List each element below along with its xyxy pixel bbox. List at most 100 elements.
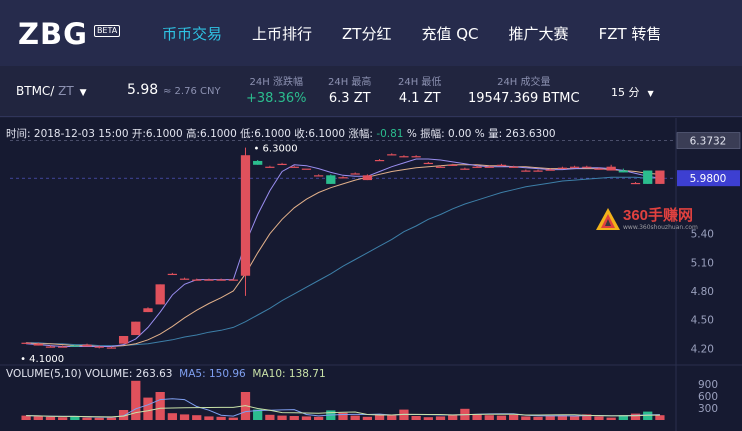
ohlc-low-label: 低: xyxy=(240,128,255,140)
nav-listing-ranking[interactable]: 上币排行 xyxy=(252,24,313,43)
watermark: 360手赚网 www.360shouzhuan.com xyxy=(595,202,715,242)
nav-fzt-resale[interactable]: FZT 转售 xyxy=(598,24,662,43)
stat-volume-value: 19547.369 BTMC xyxy=(468,91,580,106)
stat-high-value: 6.3 ZT xyxy=(328,91,371,106)
candle-body xyxy=(435,166,446,168)
volume-bar xyxy=(643,411,653,420)
volume-bar xyxy=(82,417,92,420)
watermark-url: www.360shouzhuan.com xyxy=(623,224,698,231)
candle-body xyxy=(496,164,507,166)
candle-body xyxy=(192,279,202,281)
candle-body xyxy=(228,279,238,281)
pair-base: BTMC/ xyxy=(16,84,55,98)
ohlc-amp: 0.00 % xyxy=(448,128,485,140)
stat-high: 24H 最高 6.3 ZT xyxy=(328,73,371,106)
candle-body xyxy=(606,166,616,171)
candle-body xyxy=(45,346,56,348)
y-tick-label: 4.20 xyxy=(691,343,714,355)
nav-zt-dividend[interactable]: ZT分红 xyxy=(342,24,392,43)
volume-bar xyxy=(630,413,641,420)
candle-body xyxy=(484,166,494,168)
candle-body xyxy=(557,167,568,169)
volume-bar xyxy=(106,417,117,420)
ohlc-change-label: 涨幅: xyxy=(348,128,373,140)
volume-bar xyxy=(582,414,592,420)
ma-fast-line xyxy=(26,158,660,347)
nav-promotion-contest[interactable]: 推广大赛 xyxy=(508,24,569,43)
stat-change: 24H 涨跌幅 +38.36% xyxy=(246,73,306,106)
candle-body xyxy=(106,347,117,349)
nav-deposit-qc[interactable]: 充值 QC xyxy=(421,24,479,43)
volume-bar xyxy=(265,414,275,420)
volume-bar xyxy=(94,417,104,420)
ohlc-change-unit: % xyxy=(406,128,417,140)
candle-body xyxy=(387,154,397,156)
volume-bar xyxy=(167,413,177,420)
candle-body xyxy=(582,166,592,168)
kline-svg[interactable]: • 6.3000 • 4.1000 5.40 5.10 4.80 4.50 4.20 6.37… xyxy=(0,118,742,431)
volume-bar xyxy=(338,412,348,420)
stat-change-value: +38.36% xyxy=(246,91,307,106)
beta-badge: BETA xyxy=(93,25,121,37)
volume-bar xyxy=(277,415,287,420)
watermark-logo-icon xyxy=(596,208,620,230)
candle-body xyxy=(399,156,409,158)
candle-body xyxy=(594,168,604,170)
ohlc-open: 6.1000 xyxy=(145,128,183,140)
ohlc-low: 6.1000 xyxy=(254,128,291,140)
candle-body xyxy=(448,164,458,166)
volume-bar xyxy=(423,417,433,420)
volume-bar xyxy=(509,414,519,420)
volume-bar xyxy=(533,416,543,420)
stat-volume: 24H 成交量 19547.369 BTMC xyxy=(468,73,580,106)
volume-bar xyxy=(228,417,238,420)
volume-bar xyxy=(435,416,446,420)
volume-bar xyxy=(70,416,80,420)
candle-body xyxy=(338,177,348,179)
min-annotation: • 4.1000 xyxy=(20,354,64,365)
volume-bar xyxy=(45,416,56,420)
volume-bar xyxy=(521,416,531,420)
volume-bar xyxy=(496,415,507,420)
stat-low-label: 24H 最低 xyxy=(398,77,442,88)
max-annotation: • 6.3000 xyxy=(253,144,297,155)
high-price-tag-label: 6.3732 xyxy=(690,136,727,148)
interval-selector[interactable]: 15 分 ▼ xyxy=(611,84,654,100)
volume-ma10: MA10: 138.71 xyxy=(252,368,326,380)
current-price-tag xyxy=(677,170,740,187)
candle-body xyxy=(118,336,129,344)
zbg-logo[interactable]: ZBG BETA xyxy=(18,17,121,51)
kline-chart[interactable]: • 6.3000 • 4.1000 5.40 5.10 4.80 4.50 4.20 6.37… xyxy=(0,118,742,431)
nav-links: 币币交易 上币排行 ZT分红 充值 QC 推广大赛 FZT 转售 xyxy=(162,0,691,66)
nav-spot-trading[interactable]: 币币交易 xyxy=(162,24,223,43)
ohlc-readout: 时间: 2018-12-03 15:00 开:6.1000 高:6.1000 低… xyxy=(6,126,556,141)
candle-body xyxy=(155,284,165,305)
volume-title: VOLUME(5,10) xyxy=(6,368,82,380)
ohlc-time: 2018-12-03 15:00 xyxy=(33,128,129,140)
volume-bar xyxy=(204,416,214,420)
cny-price: ≈ 2.76 CNY xyxy=(163,86,221,97)
y-tick-label: 4.80 xyxy=(691,286,714,298)
y-tick-label: 5.40 xyxy=(691,229,714,241)
pair-quote: ZT xyxy=(58,84,74,98)
ma-slow-line xyxy=(26,176,660,347)
ohlc-close: 6.1000 xyxy=(308,128,346,140)
volume-bar xyxy=(472,414,482,420)
candle-body xyxy=(58,346,68,348)
candle-body xyxy=(326,175,336,184)
volume-bar xyxy=(448,415,458,420)
volume-bar xyxy=(289,416,299,420)
stat-change-label: 24H 涨跌幅 xyxy=(249,77,303,88)
ohlc-vol-label: 量: xyxy=(488,128,503,140)
volume-bar xyxy=(155,392,165,420)
candle-body xyxy=(131,321,141,336)
volume-bar xyxy=(655,415,665,420)
volume-bar xyxy=(387,415,397,420)
ohlc-amp-label: 振幅: xyxy=(420,128,445,140)
candle-body xyxy=(618,170,628,173)
candle-body xyxy=(301,168,312,170)
pair-selector[interactable]: BTMC/ ZT ▼ xyxy=(16,84,86,98)
stat-low: 24H 最低 4.1 ZT xyxy=(398,73,441,106)
volume-bar xyxy=(253,409,263,420)
ohlc-change: -0.81 xyxy=(376,128,404,140)
